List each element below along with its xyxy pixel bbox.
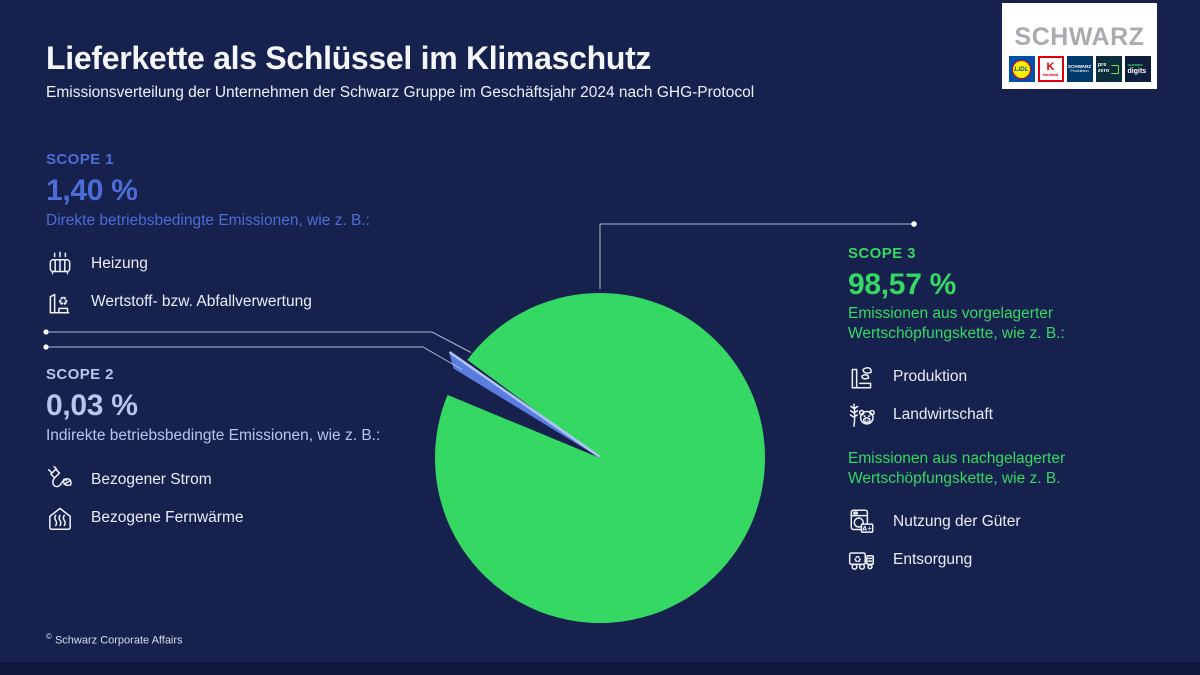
scope3-item-produktion: Produktion	[846, 361, 967, 393]
page-title: Lieferkette als Schlüssel im Klimaschutz	[46, 40, 652, 76]
scope3-downstream-line1: Emissionen aus nachgelagerter	[848, 450, 1066, 467]
scope2-description: Indirekte betriebsbedingte Emissionen, w…	[46, 427, 381, 444]
digits-line1: schwarz	[1127, 61, 1143, 67]
credit-text: Schwarz Corporate Affairs	[54, 634, 183, 647]
scope3-downstream-description: Emissionen aus nachgelagerter Wertschöpf…	[848, 449, 1065, 488]
prezero-bracket-icon	[1111, 64, 1120, 74]
brand-logo-row: LiDL K Kaufland SCHWARZ Produktion pre z…	[1008, 56, 1151, 82]
scope3-upstream-description: Emissionen aus vorgelagerter Wertschöpfu…	[848, 304, 1065, 343]
callout-line-scope2	[46, 346, 463, 370]
recycling-plant-icon: ♻	[44, 287, 76, 317]
lidl-disc: LiDL	[1012, 59, 1031, 79]
radiator-icon	[44, 249, 76, 279]
scope1-item-abfallverwertung: ♻ Wertstoff- bzw. Abfallverwertung	[44, 286, 312, 318]
lidl-logo: LiDL	[1008, 56, 1035, 82]
callout-dot-scope3	[911, 221, 917, 227]
kaufland-logo: K Kaufland	[1037, 56, 1064, 82]
scope1-label: SCOPE 1	[46, 151, 114, 168]
scope2-label: SCOPE 2	[46, 366, 114, 383]
prezero-logo: pre zero	[1095, 56, 1122, 82]
svg-text:A+: A+	[862, 525, 872, 532]
footer-credit: © Schwarz Corporate Affairs	[46, 632, 183, 647]
bottom-accent-bar	[0, 662, 1200, 675]
scope3-value: 98,57 %	[848, 268, 956, 301]
kaufland-text: Kaufland	[1042, 72, 1059, 77]
callout-dot-scope2	[43, 344, 49, 350]
scope2-item-fernwaerme: Bezogene Fernwärme	[44, 502, 244, 534]
svg-text:♻: ♻	[58, 294, 69, 308]
scope1-item-label: Heizung	[91, 255, 148, 272]
scope3-item-label: Landwirtschaft	[893, 406, 993, 423]
schwarz-group-logo: SCHWARZ LiDL K Kaufland SCHWARZ Produkti…	[1002, 3, 1157, 89]
scope1-description: Direkte betriebsbedingte Emissionen, wie…	[46, 212, 370, 229]
produktion-line1: SCHWARZ	[1067, 63, 1092, 69]
appliance-energy-icon: A+	[846, 507, 878, 537]
scope3-item-landwirtschaft: Landwirtschaft	[846, 399, 993, 431]
scope2-value: 0,03 %	[46, 389, 138, 422]
svg-text:♻: ♻	[853, 555, 861, 565]
scope3-downstream-line2: Wertschöpfungskette, wie z. B.	[848, 469, 1061, 487]
lidl-text: LiDL	[1014, 65, 1029, 73]
scope3-item-entsorgung: ♻ Entsorgung	[846, 544, 972, 576]
scope3-item-label: Entsorgung	[893, 551, 973, 568]
kaufland-k: K	[1046, 60, 1055, 73]
agriculture-icon	[846, 400, 878, 430]
schwarz-produktion-logo: SCHWARZ Produktion	[1066, 56, 1093, 82]
waste-truck-icon: ♻	[846, 545, 878, 575]
factory-leaf-icon	[846, 362, 878, 392]
prezero-text: pre zero	[1097, 62, 1110, 75]
copyright-mark: ©	[46, 632, 52, 641]
scope3-upstream-line2: Wertschöpfungskette, wie z. B.:	[848, 324, 1065, 342]
district-heating-icon	[44, 503, 76, 533]
scope1-value: 1,40 %	[46, 174, 138, 207]
scope3-item-nutzung: A+ Nutzung der Güter	[846, 506, 1021, 538]
scope3-item-label: Produktion	[893, 368, 968, 385]
callout-line-scope1	[46, 331, 472, 353]
callout-dot-scope1	[43, 329, 49, 335]
schwarz-wordmark: SCHWARZ	[1014, 23, 1145, 51]
produktion-line2: Produktion	[1070, 69, 1089, 74]
pie-slice-scope2	[449, 351, 600, 458]
prezero-line1: pre	[1097, 62, 1107, 69]
digits-line2: digits	[1127, 67, 1147, 75]
scope2-item-label: Bezogene Fernwärme	[91, 509, 244, 526]
callout-line-scope3	[599, 223, 914, 289]
plug-leaf-icon	[44, 465, 76, 495]
scope2-item-label: Bezogener Strom	[91, 471, 212, 488]
page-subtitle: Emissionsverteilung der Unternehmen der …	[46, 84, 755, 101]
prezero-line2: zero	[1097, 68, 1110, 74]
scope1-item-label: Wertstoff- bzw. Abfallverwertung	[91, 293, 312, 310]
scope3-label: SCOPE 3	[848, 245, 916, 262]
scope2-item-strom: Bezogener Strom	[44, 464, 212, 496]
scope3-item-label: Nutzung der Güter	[893, 513, 1021, 530]
scope3-upstream-line1: Emissionen aus vorgelagerter	[848, 305, 1054, 322]
scope1-item-heizung: Heizung	[44, 248, 148, 280]
schwarz-digits-logo: schwarz digits	[1124, 56, 1151, 82]
